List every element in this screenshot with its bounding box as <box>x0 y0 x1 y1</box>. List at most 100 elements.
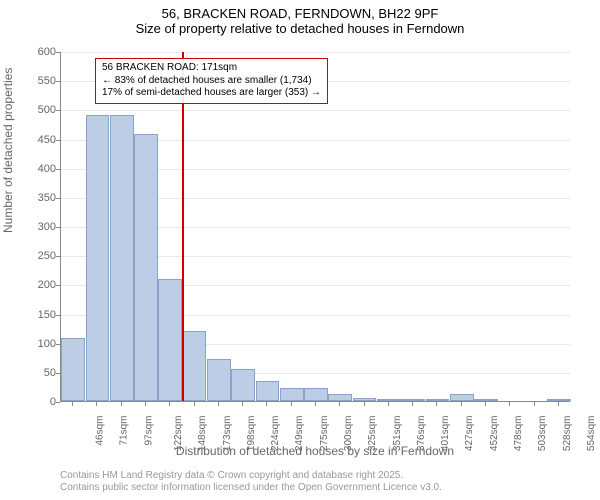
histogram-bar <box>231 369 255 401</box>
xtick-label: 173sqm <box>222 416 233 452</box>
ytick-mark <box>56 198 60 199</box>
histogram-bar <box>61 338 85 401</box>
histogram-bar <box>304 388 328 401</box>
xtick-mark <box>364 402 365 406</box>
ytick-label: 350 <box>38 192 56 204</box>
ytick-label: 400 <box>38 163 56 175</box>
histogram-bar <box>474 399 498 401</box>
ytick-label: 50 <box>44 367 56 379</box>
histogram-bar <box>280 388 304 401</box>
xtick-mark <box>558 402 559 406</box>
xtick-label: 249sqm <box>295 416 306 452</box>
xtick-mark <box>339 402 340 406</box>
ytick-mark <box>56 169 60 170</box>
histogram-bar <box>377 399 401 401</box>
xtick-label: 427sqm <box>465 416 476 452</box>
histogram-bar <box>183 331 207 401</box>
xtick-label: 275sqm <box>319 416 330 452</box>
reference-line <box>182 52 184 401</box>
xtick-mark <box>218 402 219 406</box>
xtick-label: 401sqm <box>440 416 451 452</box>
xtick-label: 452sqm <box>489 416 500 452</box>
ytick-mark <box>56 81 60 82</box>
histogram-bar <box>158 279 182 402</box>
xtick-label: 478sqm <box>513 416 524 452</box>
xtick-label: 300sqm <box>343 416 354 452</box>
ytick-mark <box>56 373 60 374</box>
ytick-label: 600 <box>38 46 56 58</box>
gridline <box>61 52 570 53</box>
ytick-mark <box>56 110 60 111</box>
histogram-bar <box>256 381 280 401</box>
chart-plot-area: 56 BRACKEN ROAD: 171sqm← 83% of detached… <box>60 52 570 402</box>
xtick-label: 46sqm <box>95 416 106 446</box>
ytick-mark <box>56 315 60 316</box>
ytick-label: 200 <box>38 279 56 291</box>
footer-line1: Contains HM Land Registry data © Crown c… <box>60 470 442 482</box>
xtick-mark <box>315 402 316 406</box>
xtick-mark <box>509 402 510 406</box>
xtick-mark <box>169 402 170 406</box>
ytick-label: 300 <box>38 221 56 233</box>
histogram-bar <box>110 115 134 401</box>
histogram-bar <box>86 115 110 401</box>
y-axis-label: Number of detached properties <box>1 68 15 233</box>
ytick-label: 250 <box>38 250 56 262</box>
annotation-box: 56 BRACKEN ROAD: 171sqm← 83% of detached… <box>95 58 328 104</box>
annotation-line: 17% of semi-detached houses are larger (… <box>102 87 321 100</box>
footer-line2: Contains public sector information licen… <box>60 482 442 494</box>
ytick-mark <box>56 402 60 403</box>
ytick-label: 150 <box>38 309 56 321</box>
xtick-mark <box>266 402 267 406</box>
histogram-bar <box>401 399 425 401</box>
xtick-label: 71sqm <box>119 416 130 446</box>
chart-subtitle: Size of property relative to detached ho… <box>0 21 600 36</box>
xtick-mark <box>291 402 292 406</box>
histogram-bar <box>426 399 450 401</box>
xtick-mark <box>72 402 73 406</box>
histogram-bar <box>353 398 377 402</box>
histogram-bar <box>207 359 231 401</box>
xtick-mark <box>388 402 389 406</box>
ytick-label: 500 <box>38 104 56 116</box>
xtick-mark <box>436 402 437 406</box>
xtick-label: 224sqm <box>270 416 281 452</box>
footer-attribution: Contains HM Land Registry data © Crown c… <box>60 470 442 494</box>
ytick-mark <box>56 52 60 53</box>
histogram-bar <box>328 394 352 401</box>
ytick-mark <box>56 256 60 257</box>
ytick-mark <box>56 285 60 286</box>
ytick-mark <box>56 227 60 228</box>
annotation-line: ← 83% of detached houses are smaller (1,… <box>102 75 321 88</box>
xtick-label: 148sqm <box>197 416 208 452</box>
histogram-bar <box>547 399 571 401</box>
xtick-label: 198sqm <box>246 416 257 452</box>
xtick-label: 351sqm <box>392 416 403 452</box>
histogram-bar <box>450 394 474 401</box>
xtick-mark <box>96 402 97 406</box>
xtick-mark <box>534 402 535 406</box>
xtick-label: 122sqm <box>173 416 184 452</box>
xtick-mark <box>121 402 122 406</box>
chart-title: 56, BRACKEN ROAD, FERNDOWN, BH22 9PF <box>0 0 600 21</box>
xtick-mark <box>242 402 243 406</box>
xtick-mark <box>485 402 486 406</box>
xtick-label: 376sqm <box>416 416 427 452</box>
ytick-label: 450 <box>38 134 56 146</box>
xtick-mark <box>461 402 462 406</box>
xtick-label: 554sqm <box>586 416 597 452</box>
xtick-mark <box>145 402 146 406</box>
ytick-label: 550 <box>38 75 56 87</box>
histogram-bar <box>134 134 158 401</box>
ytick-label: 100 <box>38 338 56 350</box>
xtick-label: 503sqm <box>537 416 548 452</box>
xtick-mark <box>194 402 195 406</box>
xtick-label: 97sqm <box>143 416 154 446</box>
ytick-mark <box>56 344 60 345</box>
xtick-label: 528sqm <box>562 416 573 452</box>
xtick-label: 325sqm <box>367 416 378 452</box>
ytick-mark <box>56 140 60 141</box>
xtick-mark <box>412 402 413 406</box>
annotation-line: 56 BRACKEN ROAD: 171sqm <box>102 62 321 75</box>
gridline <box>61 110 570 111</box>
